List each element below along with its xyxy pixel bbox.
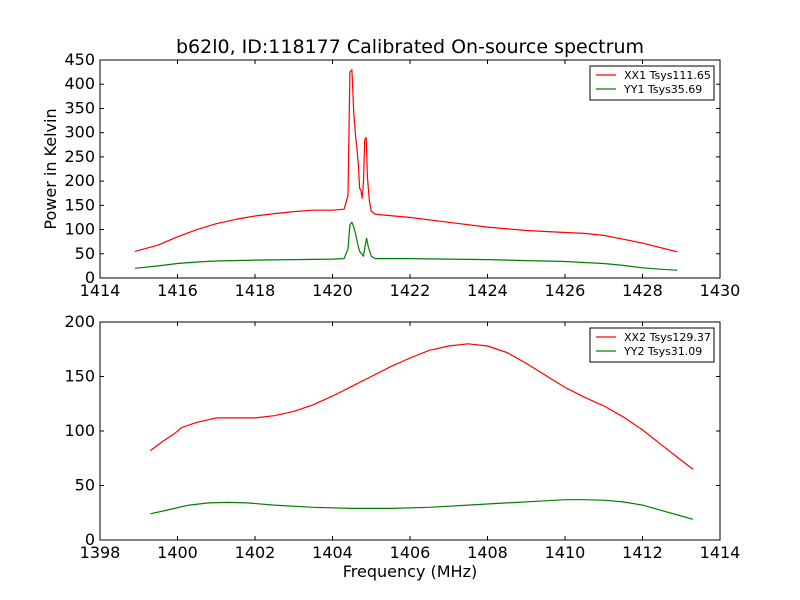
- y-tick-label: 100: [64, 421, 95, 440]
- x-tick-label: 1424: [467, 281, 508, 300]
- y-tick-label: 100: [64, 220, 95, 239]
- y-tick-label: 150: [64, 195, 95, 214]
- x-tick-label: 1418: [235, 281, 276, 300]
- x-tick-label: 1420: [312, 281, 353, 300]
- y-tick-label: 300: [64, 123, 95, 142]
- x-tick-label: 1404: [312, 543, 353, 562]
- series-lines: [150, 343, 694, 520]
- y-tick-label: 250: [64, 147, 95, 166]
- x-tick-label: 1406: [390, 543, 431, 562]
- y-tick-label: 0: [85, 530, 95, 549]
- x-tick-label: 1416: [157, 281, 198, 300]
- figure-title: b62l0, ID:118177 Calibrated On-source sp…: [176, 36, 644, 58]
- bottom-chart-panel: 1398 1400 1402 1404 1406 1408 1410 1412 1414 0 50 1…: [64, 312, 740, 562]
- x-tick-label: 1400: [157, 543, 198, 562]
- x-tick-label: 1408: [467, 543, 508, 562]
- y-tick-label: 50: [75, 476, 95, 495]
- legend-box: [589, 65, 715, 101]
- y-tick-label: 200: [64, 312, 95, 331]
- x-axis-title: Frequency (MHz): [343, 562, 477, 581]
- legend-label: YY2 Tsys31.09: [623, 345, 702, 358]
- x-tick-label: 1430: [700, 281, 741, 300]
- x-tick-label: 1402: [235, 543, 276, 562]
- y-tick-label: 450: [64, 50, 95, 69]
- y-tick-label: 400: [64, 74, 95, 93]
- series-line-xx: [134, 69, 678, 253]
- y-tick-label: 200: [64, 171, 95, 190]
- y-tick-label: 50: [75, 244, 95, 263]
- legend-label: XX1 Tsys111.65: [624, 69, 711, 82]
- legend-label: YY1 Tsys35.69: [623, 83, 702, 96]
- x-tick-label: 1410: [545, 543, 586, 562]
- x-tick-label: 1398: [80, 543, 121, 562]
- y-tick-label: 150: [64, 367, 95, 386]
- legend-label: XX2 Tsys129.37: [624, 331, 711, 344]
- x-tick-label: 1412: [622, 543, 663, 562]
- x-tick-label: 1426: [545, 281, 586, 300]
- y-axis-title: Power in Kelvin: [41, 108, 60, 229]
- x-tick-label: 1414: [80, 281, 121, 300]
- series-line-xx: [150, 343, 694, 470]
- x-tick-label: 1414: [700, 543, 741, 562]
- y-tick-label: 350: [64, 98, 95, 117]
- x-tick-label: 1428: [622, 281, 663, 300]
- top-chart-panel: 1414 1416 1418 1420 1422 1424 1426 1428 1430 0 50 1…: [41, 50, 740, 300]
- series-line-yy: [150, 499, 694, 520]
- x-tick-label: 1422: [390, 281, 431, 300]
- series-lines: [134, 69, 678, 271]
- y-tick-label: 0: [85, 268, 95, 287]
- legend-box: [589, 327, 715, 363]
- series-line-yy: [134, 221, 678, 271]
